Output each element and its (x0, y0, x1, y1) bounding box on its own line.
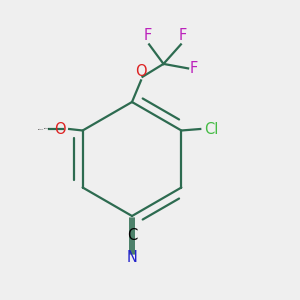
Text: O: O (135, 64, 147, 79)
Text: F: F (143, 28, 152, 43)
Text: methoxy: methoxy (44, 128, 50, 129)
Text: Cl: Cl (204, 122, 218, 136)
Text: methoxy: methoxy (38, 128, 44, 130)
Text: O: O (55, 122, 66, 136)
Text: N: N (127, 250, 137, 266)
Text: C: C (127, 228, 137, 243)
Text: F: F (178, 28, 187, 43)
Text: F: F (190, 61, 198, 76)
